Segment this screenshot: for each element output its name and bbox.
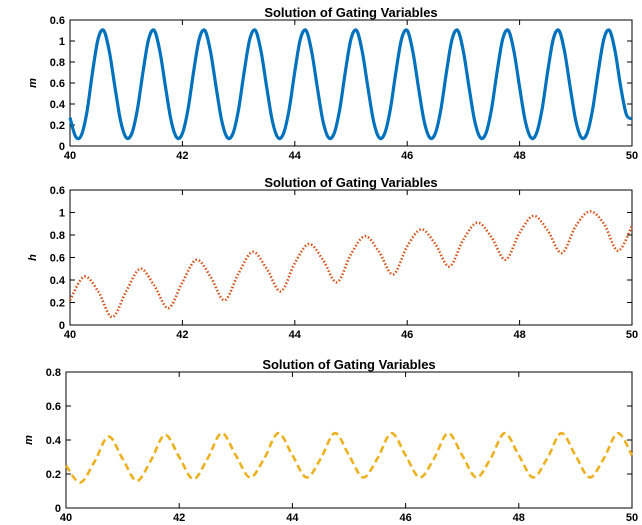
y-tick-label: 0.6 [50, 253, 65, 265]
y-tick-label: 0.2 [46, 469, 61, 481]
plot-area-frame [65, 371, 633, 509]
x-tick-label: 50 [626, 512, 638, 524]
x-tick-label: 42 [176, 150, 188, 162]
y-tick-label: 0.4 [50, 275, 66, 287]
chart-panel-3: 0 0.2 0.4 0.6 0.8 40 42 44 46 48 50 Solution of Gat… [23, 357, 638, 524]
y-tick-label: 0.6 [50, 15, 65, 27]
x-tick-label: 42 [173, 512, 185, 524]
x-tick-label: 50 [626, 150, 638, 162]
y-tick-label: 0.8 [50, 57, 65, 69]
y-axis-label: m [23, 435, 35, 445]
x-tick-label: 44 [286, 512, 299, 524]
x-tick-label: 46 [399, 512, 411, 524]
y-tick-label: 0 [59, 141, 65, 153]
x-tick-label: 44 [289, 150, 302, 162]
y-tick-label: 0.6 [50, 78, 65, 90]
y-tick-label: 1 [59, 36, 65, 48]
y-tick-label: 0.8 [50, 230, 65, 242]
chart-title: Solution of Gating Variables [262, 357, 435, 372]
series-line-1 [68, 28, 633, 141]
y-tick-label: 0.4 [50, 99, 66, 111]
chart-panel-1: 0 0.2 0.4 0.6 0.8 1 0.6 40 42 44 46 48 50 Solution of… [27, 5, 638, 162]
y-axis-label: m [27, 78, 39, 88]
x-tick-label: 42 [176, 329, 188, 341]
y-tick-label: 0.2 [50, 120, 65, 132]
chart-panel-2: 0 0.2 0.4 0.6 0.8 1 0.6 40 42 44 46 48 50 Solution of… [27, 175, 638, 341]
x-tick-label: 44 [289, 329, 302, 341]
y-axis-label: h [27, 254, 39, 261]
x-tick-label: 48 [513, 150, 525, 162]
x-tick-label: 48 [513, 329, 525, 341]
chart-title: Solution of Gating Variables [264, 5, 437, 20]
y-tick-label: 0.4 [46, 435, 62, 447]
y-tick-label: 0.8 [46, 367, 61, 379]
x-tick-label: 48 [513, 512, 525, 524]
y-tick-label: 0.6 [50, 185, 65, 197]
y-tick-label: 0.6 [46, 401, 61, 413]
x-tick-label: 40 [64, 150, 76, 162]
x-tick-label: 46 [401, 329, 413, 341]
x-tick-label: 40 [60, 512, 72, 524]
chart-title: Solution of Gating Variables [264, 175, 437, 190]
y-tick-label: 0 [59, 320, 65, 332]
series-line-1 [68, 210, 634, 319]
y-tick-label: 1 [59, 208, 65, 220]
y-tick-label: 0.2 [50, 298, 65, 310]
plot-area-frame [69, 189, 633, 326]
x-tick-label: 40 [64, 329, 76, 341]
y-tick-label: 0 [55, 503, 61, 515]
x-tick-label: 50 [626, 329, 638, 341]
series-line-1 [64, 431, 634, 484]
x-tick-label: 46 [401, 150, 413, 162]
